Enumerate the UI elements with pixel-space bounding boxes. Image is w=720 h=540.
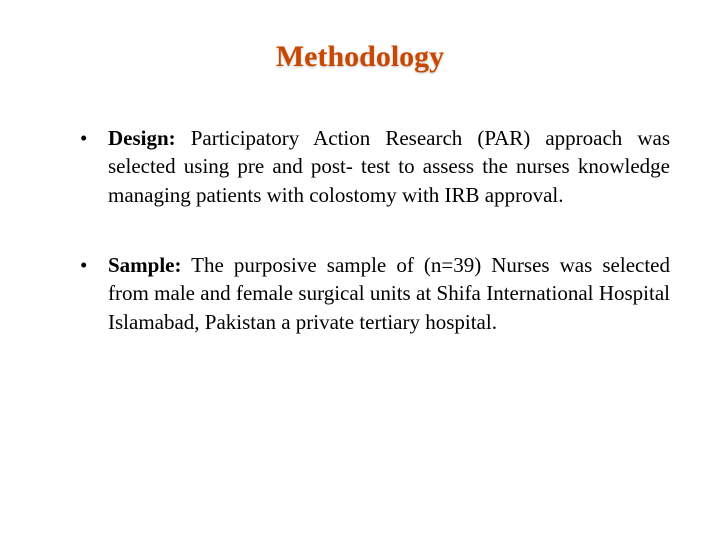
bullet-text: Participatory Action Research (PAR) appr…: [108, 126, 670, 207]
list-item: Sample: The purposive sample of (n=39) N…: [80, 251, 670, 336]
bullet-text: The purposive sample of (n=39) Nurses wa…: [108, 253, 670, 334]
bullet-label: Sample:: [108, 253, 182, 277]
slide-title: Methodology: [50, 40, 670, 74]
list-item: Design: Participatory Action Research (P…: [80, 124, 670, 209]
bullet-label: Design:: [108, 126, 176, 150]
slide: Methodology Design: Participatory Action…: [0, 0, 720, 540]
bullet-list: Design: Participatory Action Research (P…: [50, 124, 670, 336]
slide-title-text: Methodology: [276, 40, 444, 73]
